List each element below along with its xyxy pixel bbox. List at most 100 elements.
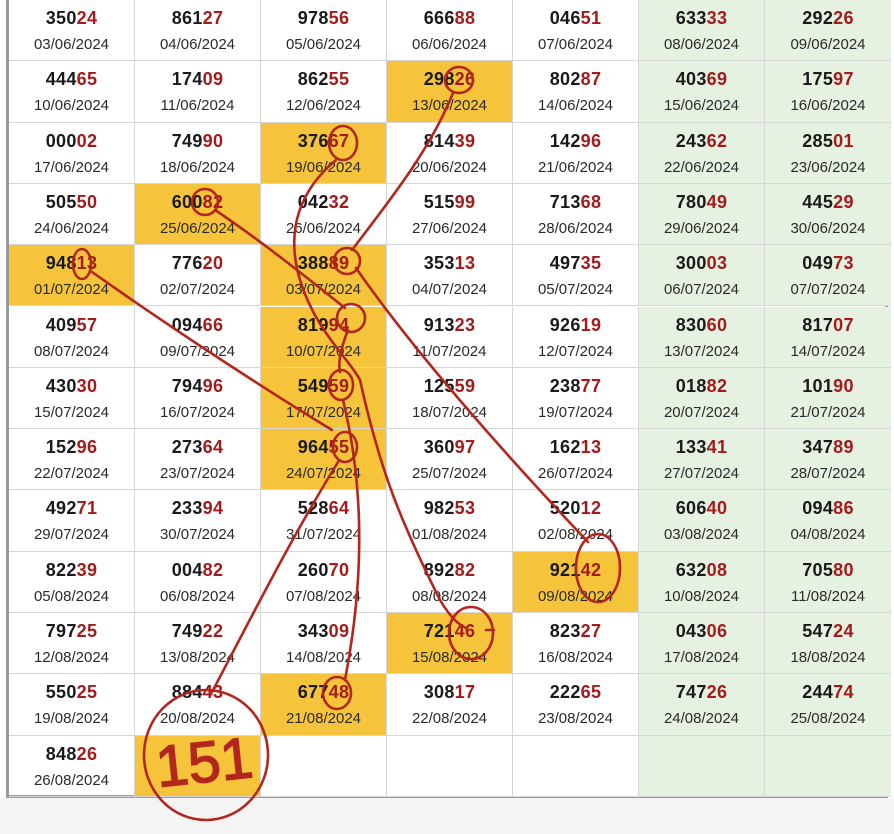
result-cell: 34789 28/07/2024 [765,429,891,491]
result-date: 24/08/2024 [663,710,740,728]
result-date: 21/07/2024 [790,403,866,421]
result-number: 94813 [9,252,134,274]
result-date: 14/07/2024 [790,342,866,360]
number-suffix: 09 [328,621,350,641]
result-number: 52012 [513,497,638,519]
number-prefix: 830 [675,314,707,335]
result-number: 49271 [9,497,134,519]
number-suffix: 74 [833,682,854,703]
result-number: 24362 [639,130,764,152]
number-suffix: 29 [833,191,854,212]
number-suffix: 40 [706,498,728,519]
number-prefix: 948 [45,253,77,274]
number-suffix: 89 [328,253,350,274]
result-cell: 35024 03/06/2024 [9,0,135,62]
result-number: 89282 [387,559,512,581]
result-cell: 40957 08/07/2024 [9,306,135,368]
result-cell: 83060 13/07/2024 [639,306,765,368]
footer-strip [0,798,894,834]
result-number: 84826 [9,743,134,765]
result-number: 81707 [765,314,891,336]
number-prefix: 238 [549,375,581,396]
result-cell: 78049 29/06/2024 [639,183,765,246]
number-suffix: 26 [454,69,476,90]
result-number: 38889 [261,252,386,274]
result-cell: 40369 15/06/2024 [639,61,765,123]
result-number: 80287 [513,68,638,90]
number-suffix: 24 [833,621,854,641]
result-date: 05/07/2024 [537,281,614,299]
result-number: 92142 [513,559,638,581]
number-prefix: 550 [45,682,77,703]
result-cell: 94813 01/07/2024 [9,245,135,307]
result-number: 86127 [135,7,260,29]
result-number: 67748 [261,681,386,703]
result-cell: 82239 05/08/2024 [9,551,135,613]
number-suffix: 80 [833,559,854,580]
number-suffix: 50 [76,191,98,212]
number-prefix: 244 [802,682,834,703]
number-prefix: 292 [802,8,834,28]
result-number: 88443 [135,681,260,703]
result-number: 50550 [9,191,134,213]
result-date: 02/08/2024 [537,526,614,544]
result-date: 04/08/2024 [790,526,866,544]
result-cell: 80287 14/06/2024 [513,61,639,123]
number-prefix: 819 [297,314,329,335]
result-cell: 17409 11/06/2024 [135,61,261,123]
number-prefix: 273 [171,437,203,458]
result-date: 10/06/2024 [33,97,110,115]
result-date: 20/08/2024 [159,710,236,728]
result-cell: 28501 23/06/2024 [765,122,891,184]
result-date: 06/07/2024 [663,281,740,299]
result-cell: 09486 04/08/2024 [765,490,891,552]
result-date: 01/08/2024 [411,526,488,544]
number-prefix: 515 [423,191,455,212]
result-cell: 50550 24/06/2024 [9,183,135,246]
result-cell: 55025 19/08/2024 [9,674,135,736]
result-date: 16/06/2024 [790,97,866,115]
number-suffix: 26 [833,8,854,28]
number-prefix: 814 [423,130,455,151]
result-cell: 13341 27/07/2024 [639,429,765,491]
result-cell: 63333 08/06/2024 [639,0,765,62]
result-date: 05/08/2024 [33,587,110,605]
result-number: 44465 [9,68,134,90]
result-number: 36097 [387,436,512,458]
result-number: 74922 [135,620,260,642]
result-date: 07/08/2024 [285,587,362,605]
number-prefix: 549 [297,375,329,396]
result-date: 18/07/2024 [411,403,488,421]
number-suffix: 19 [580,314,602,335]
result-date: 11/08/2024 [791,587,865,605]
number-prefix: 884 [171,682,203,703]
number-suffix: 12 [580,498,602,519]
number-suffix: 39 [454,130,476,151]
number-suffix: 01 [833,130,854,151]
result-date: 14/06/2024 [537,97,614,115]
result-cell: 24474 25/08/2024 [765,674,891,736]
result-number: 13341 [639,436,764,458]
result-date: 13/06/2024 [411,97,488,115]
result-date: 17/06/2024 [33,158,110,176]
number-suffix: 88 [454,8,476,28]
result-cell: 29226 09/06/2024 [765,0,891,62]
result-cell: 54959 17/07/2024 [261,367,387,430]
result-number: 77620 [135,252,260,274]
number-suffix: 89 [833,437,854,458]
number-prefix: 347 [802,437,834,458]
result-number: 60640 [639,497,764,519]
result-number: 78049 [639,191,764,213]
result-date: 23/06/2024 [790,158,866,176]
result-cell: 37667 19/06/2024 [261,122,387,184]
number-prefix: 921 [549,559,581,580]
result-number: 43030 [9,375,134,397]
number-prefix: 133 [675,437,707,458]
result-number: 63208 [639,559,764,581]
result-date: 06/08/2024 [159,587,236,605]
number-suffix: 17 [454,682,476,703]
result-cell: 49271 29/07/2024 [9,490,135,552]
result-cell: 82327 16/08/2024 [513,613,639,675]
result-number: 40957 [9,314,134,336]
result-date: 22/07/2024 [33,465,110,483]
